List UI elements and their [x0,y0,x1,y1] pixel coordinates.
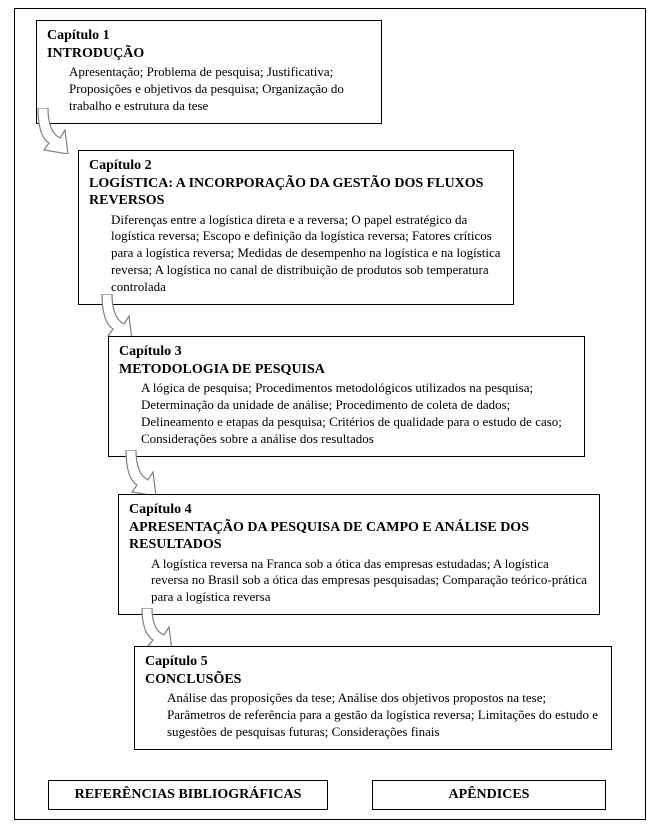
chapter-box-4: Capítulo 4 APRESENTAÇÃO DA PESQUISA DE C… [118,494,600,615]
chapter-desc: Apresentação; Problema de pesquisa; Just… [47,62,371,115]
chapter-box-5: Capítulo 5 CONCLUSÕES Análise das propos… [134,646,612,750]
chapter-label: Capítulo 5 [145,653,601,671]
footer-appendices: APÊNDICES [372,780,606,810]
flow-arrow-icon [28,108,70,154]
flow-arrow-icon [116,450,158,496]
chapter-title: CONCLUSÕES [145,671,601,689]
flow-arrow-icon [92,294,134,340]
chapter-box-2: Capítulo 2 LOGÍSTICA: A INCORPORAÇÃO DA … [78,150,514,305]
chapter-box-1: Capítulo 1 INTRODUÇÃO Apresentação; Prob… [36,20,382,124]
chapter-title: LOGÍSTICA: A INCORPORAÇÃO DA GESTÃO DOS … [89,175,503,210]
chapter-label: Capítulo 2 [89,157,503,175]
flow-arrow-icon [132,608,174,650]
chapter-desc: Análise das proposições da tese; Análise… [145,688,601,741]
chapter-label: Capítulo 1 [47,27,371,45]
chapter-title: METODOLOGIA DE PESQUISA [119,361,574,379]
chapter-title: APRESENTAÇÃO DA PESQUISA DE CAMPO E ANÁL… [129,519,589,554]
chapter-desc: A lógica de pesquisa; Procedimentos meto… [119,378,574,448]
footer-references: REFERÊNCIAS BIBLIOGRÁFICAS [48,780,328,810]
chapter-title: INTRODUÇÃO [47,45,371,63]
chapter-label: Capítulo 4 [129,501,589,519]
chapter-box-3: Capítulo 3 METODOLOGIA DE PESQUISA A lóg… [108,336,585,457]
chapter-desc: A logística reversa na Franca sob a ótic… [129,554,589,607]
chapter-desc: Diferenças entre a logística direta e a … [89,210,503,296]
chapter-label: Capítulo 3 [119,343,574,361]
